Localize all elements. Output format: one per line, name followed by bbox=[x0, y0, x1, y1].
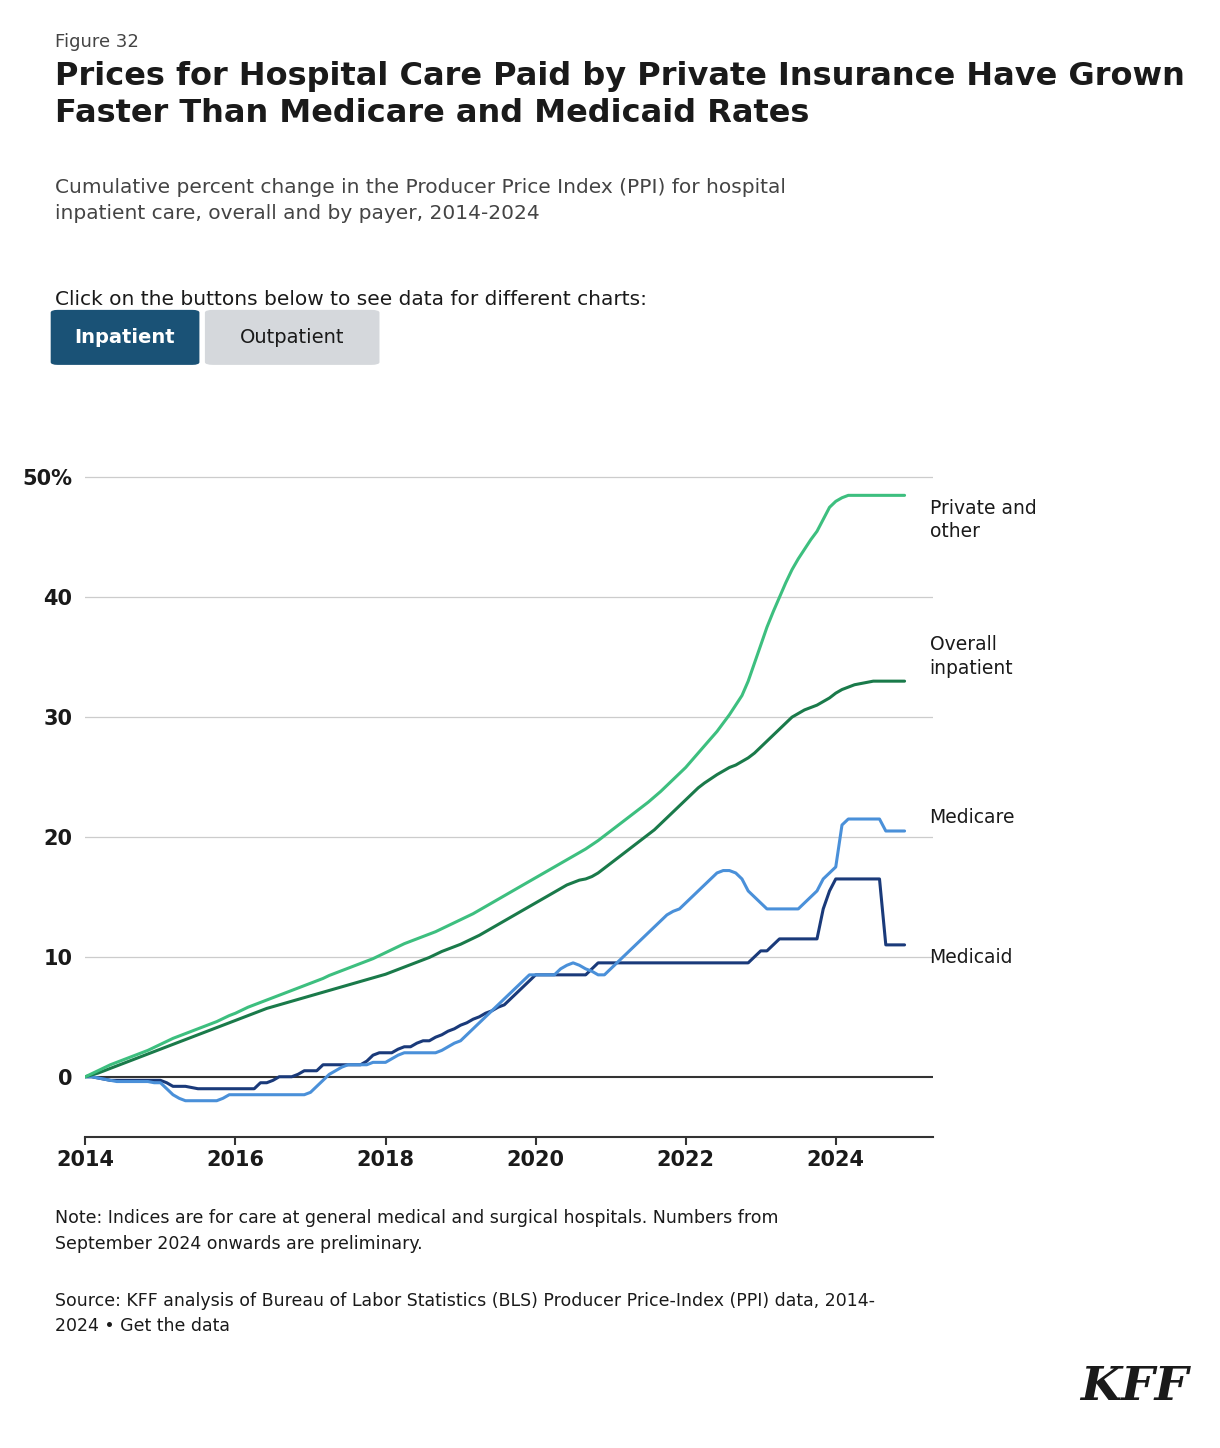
Text: Figure 32: Figure 32 bbox=[55, 33, 139, 51]
Text: Medicare: Medicare bbox=[930, 808, 1015, 827]
Text: Prices for Hospital Care Paid by Private Insurance Have Grown
Faster Than Medica: Prices for Hospital Care Paid by Private… bbox=[55, 61, 1185, 129]
FancyBboxPatch shape bbox=[205, 310, 379, 365]
Text: Click on the buttons below to see data for different charts:: Click on the buttons below to see data f… bbox=[55, 290, 647, 308]
Text: Cumulative percent change in the Producer Price Index (PPI) for hospital
inpatie: Cumulative percent change in the Produce… bbox=[55, 178, 786, 223]
Text: Outpatient: Outpatient bbox=[240, 327, 344, 348]
Text: Private and
other: Private and other bbox=[930, 500, 1036, 542]
Text: Inpatient: Inpatient bbox=[74, 327, 176, 348]
Text: Medicaid: Medicaid bbox=[930, 948, 1013, 967]
Text: Overall
inpatient: Overall inpatient bbox=[930, 636, 1013, 678]
Text: Note: Indices are for care at general medical and surgical hospitals. Numbers fr: Note: Indices are for care at general me… bbox=[55, 1209, 778, 1253]
FancyBboxPatch shape bbox=[51, 310, 199, 365]
Text: Source: KFF analysis of Bureau of Labor Statistics (BLS) Producer Price-Index (P: Source: KFF analysis of Bureau of Labor … bbox=[55, 1292, 875, 1335]
Text: KFF: KFF bbox=[1080, 1364, 1188, 1410]
